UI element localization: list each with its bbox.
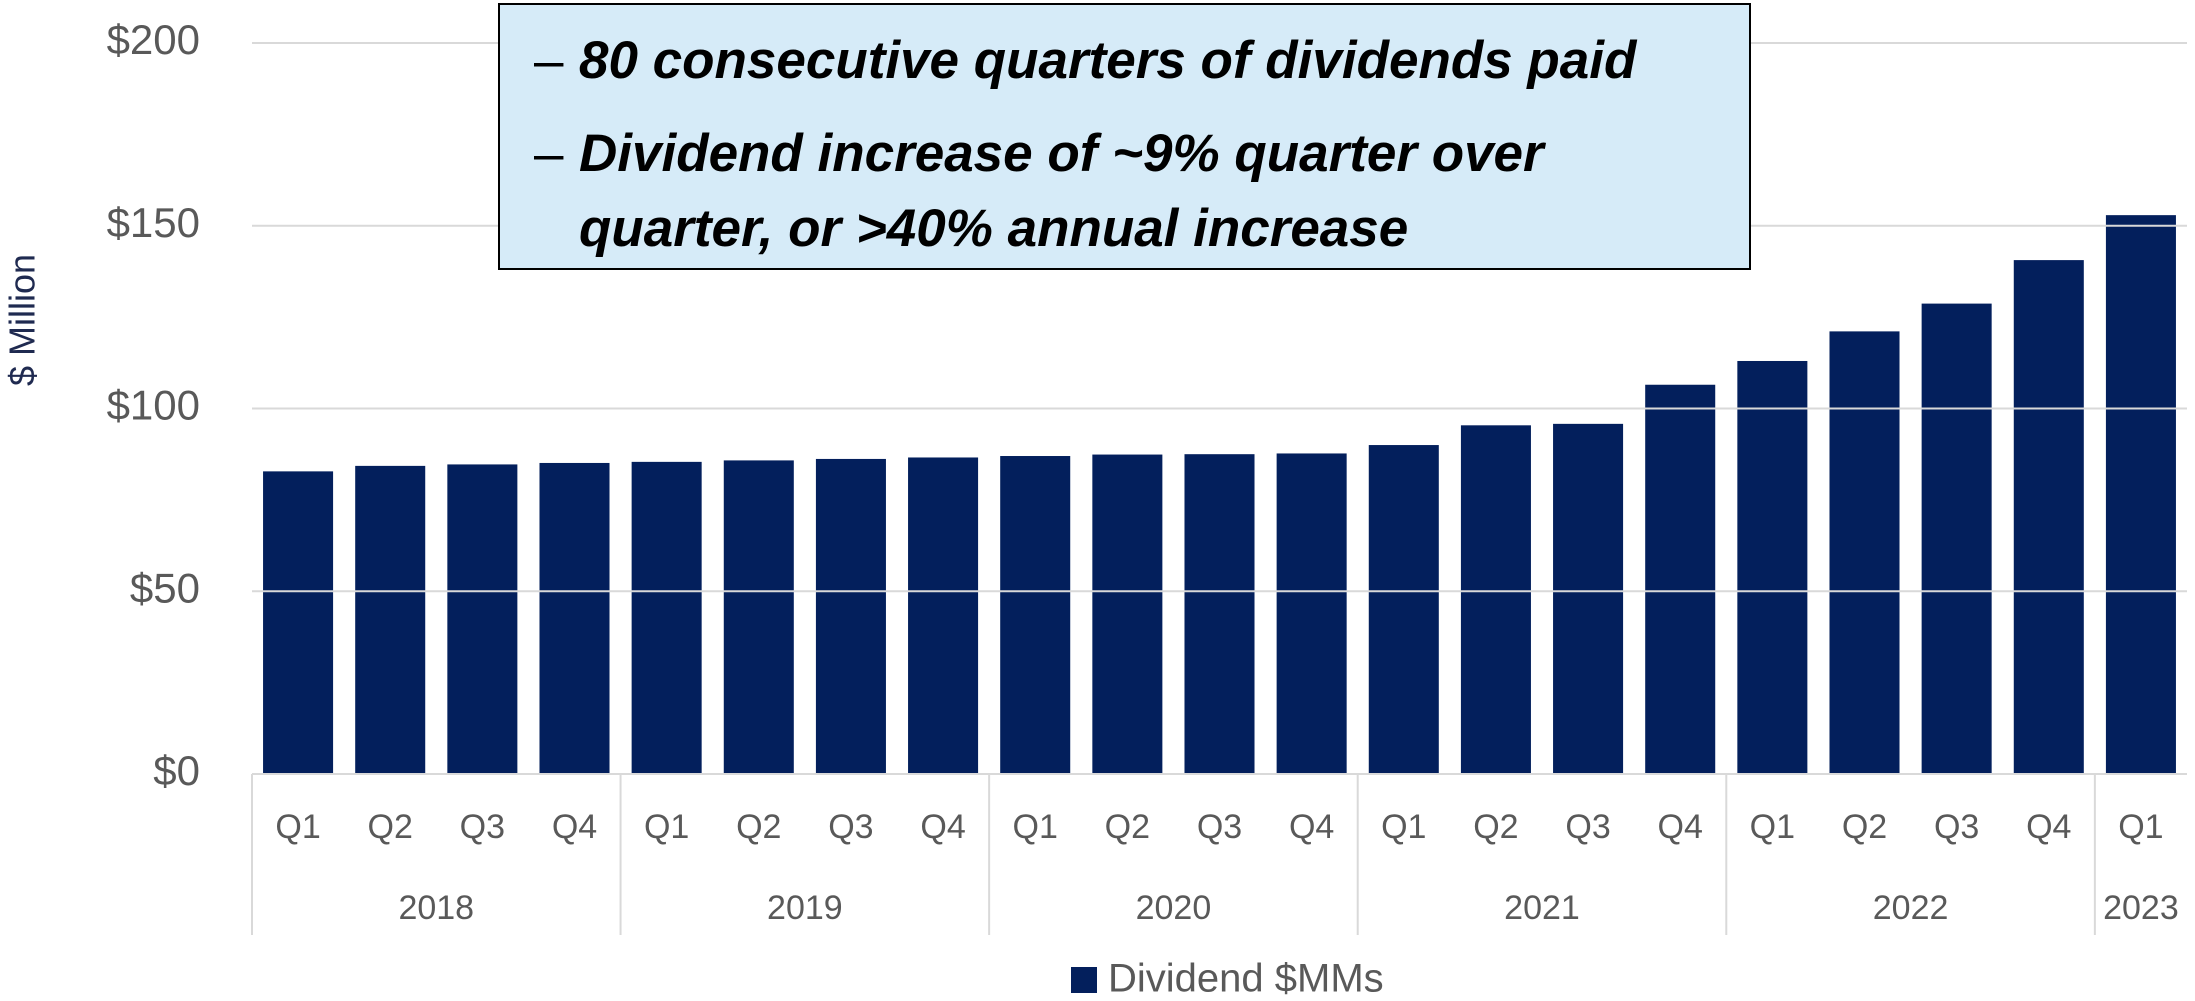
x-tick-label: Q3 xyxy=(460,808,505,846)
bar xyxy=(263,471,334,774)
x-tick-label: Q2 xyxy=(1473,808,1518,846)
bullet: – xyxy=(534,31,564,90)
annotation-item: –80 consecutive quarters of dividends pa… xyxy=(534,23,1709,98)
y-tick-label: $100 xyxy=(107,382,200,429)
x-group-label: 2018 xyxy=(398,889,474,927)
bar xyxy=(723,460,794,774)
bar xyxy=(447,464,518,774)
bar xyxy=(1000,456,1071,774)
bar xyxy=(1184,454,1255,774)
x-tick-label: Q2 xyxy=(736,808,781,846)
bar xyxy=(1092,454,1163,774)
bar xyxy=(1921,303,1992,774)
bar xyxy=(1645,384,1716,774)
x-tick-label: Q4 xyxy=(1658,808,1703,846)
x-tick-label: Q1 xyxy=(275,808,320,846)
bar xyxy=(908,457,979,774)
bar xyxy=(815,458,886,774)
x-tick-label: Q3 xyxy=(1565,808,1610,846)
bar xyxy=(1460,425,1531,774)
x-tick-label: Q3 xyxy=(1934,808,1979,846)
x-tick-label: Q4 xyxy=(1289,808,1334,846)
x-tick-label: Q4 xyxy=(920,808,965,846)
annotation-item: – Dividend increase of ~9% quarter over q… xyxy=(534,116,1709,266)
y-tick-label: $50 xyxy=(130,564,200,611)
y-tick-label: $200 xyxy=(107,16,200,63)
x-tick-label: Q2 xyxy=(1105,808,1150,846)
bar xyxy=(1276,453,1347,774)
bar xyxy=(631,461,702,774)
x-tick-label: Q2 xyxy=(368,808,413,846)
x-tick-label: Q1 xyxy=(1013,808,1058,846)
x-group-label: 2020 xyxy=(1136,889,1212,927)
x-tick-label: Q2 xyxy=(1842,808,1887,846)
y-axis-label: $ Million xyxy=(2,254,43,386)
x-tick-label: Q1 xyxy=(644,808,689,846)
bar xyxy=(1553,423,1624,774)
x-tick-label: Q1 xyxy=(2118,808,2163,846)
annotation-box: –80 consecutive quarters of dividends pa… xyxy=(498,3,1751,270)
legend-label: Dividend $MMs xyxy=(1108,957,1384,1001)
x-group-label: 2021 xyxy=(1504,889,1580,927)
y-tick-label: $150 xyxy=(107,199,200,246)
bar xyxy=(2105,215,2176,774)
x-tick-label: Q3 xyxy=(828,808,873,846)
annotation-text: 80 consecutive quarters of dividends pai… xyxy=(579,31,1637,90)
x-tick-label: Q4 xyxy=(552,808,597,846)
x-tick-label: Q1 xyxy=(1750,808,1795,846)
x-group-label: 2022 xyxy=(1873,889,1949,927)
annotation-text: Dividend increase of ~9% quarter over qu… xyxy=(579,124,1544,258)
bullet: – xyxy=(534,124,564,183)
x-group-label: 2023 xyxy=(2103,889,2179,927)
bar xyxy=(539,462,610,774)
bar xyxy=(1368,445,1439,774)
legend-swatch xyxy=(1071,967,1097,993)
bar xyxy=(1829,331,1900,774)
bar xyxy=(1737,360,1808,774)
bar xyxy=(355,465,426,774)
x-tick-label: Q1 xyxy=(1381,808,1426,846)
x-group-label: 2019 xyxy=(767,889,843,927)
y-tick-label: $0 xyxy=(153,747,200,794)
bar xyxy=(2013,260,2084,774)
x-tick-label: Q4 xyxy=(2026,808,2071,846)
x-tick-label: Q3 xyxy=(1197,808,1242,846)
